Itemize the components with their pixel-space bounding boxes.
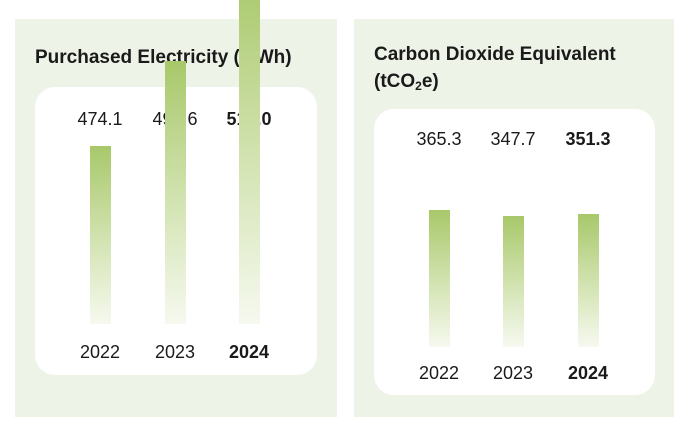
electricity-chart-title: Purchased Electricity (MWh)	[35, 47, 292, 68]
co2e-year-label-2022: 2022	[418, 363, 460, 383]
co2e-bar-2023	[502, 215, 524, 347]
electricity-year-label-2023: 2023	[154, 342, 196, 362]
co2e-year-label-2023: 2023	[492, 363, 534, 383]
electricity-year-label-2022: 2022	[79, 342, 121, 362]
electricity-chart-panel: 474.1 492.6 512.0 2022 2023 2024	[35, 0, 317, 375]
co2e-title-line2: (tCO	[374, 71, 416, 92]
co2e-value-label-2023: 347.7	[490, 129, 536, 149]
co2e-title-line2-end: e)	[421, 71, 439, 92]
electricity-year-label-2024: 2024	[228, 342, 270, 362]
electricity-card: Purchased Electricity (MWh) 474.1 492.6 …	[15, 0, 337, 417]
co2e-value-label-2022: 365.3	[416, 129, 462, 149]
co2e-title-line1: Carbon Dioxide Equivalent	[374, 44, 616, 65]
co2e-value-label-2024: 351.3	[565, 129, 611, 149]
co2e-chart-panel: 365.3 347.7 351.3 2022 2023 2024	[374, 109, 655, 395]
co2e-chart-title: Carbon Dioxide Equivalent (tCO2e)	[374, 41, 664, 100]
co2e-bar-2024	[577, 214, 599, 347]
co2e-year-label-2024: 2024	[567, 363, 609, 383]
co2e-bar-2022	[428, 210, 450, 347]
co2e-card: Carbon Dioxide Equivalent (tCO2e) 365.3 …	[354, 19, 674, 417]
electricity-bar-2022	[89, 146, 111, 324]
electricity-value-label-2022: 474.1	[77, 109, 123, 129]
co2e-title-subscript: 2	[415, 79, 422, 93]
electricity-bar-2023	[164, 61, 186, 324]
electricity-bar-2024	[238, 0, 260, 324]
